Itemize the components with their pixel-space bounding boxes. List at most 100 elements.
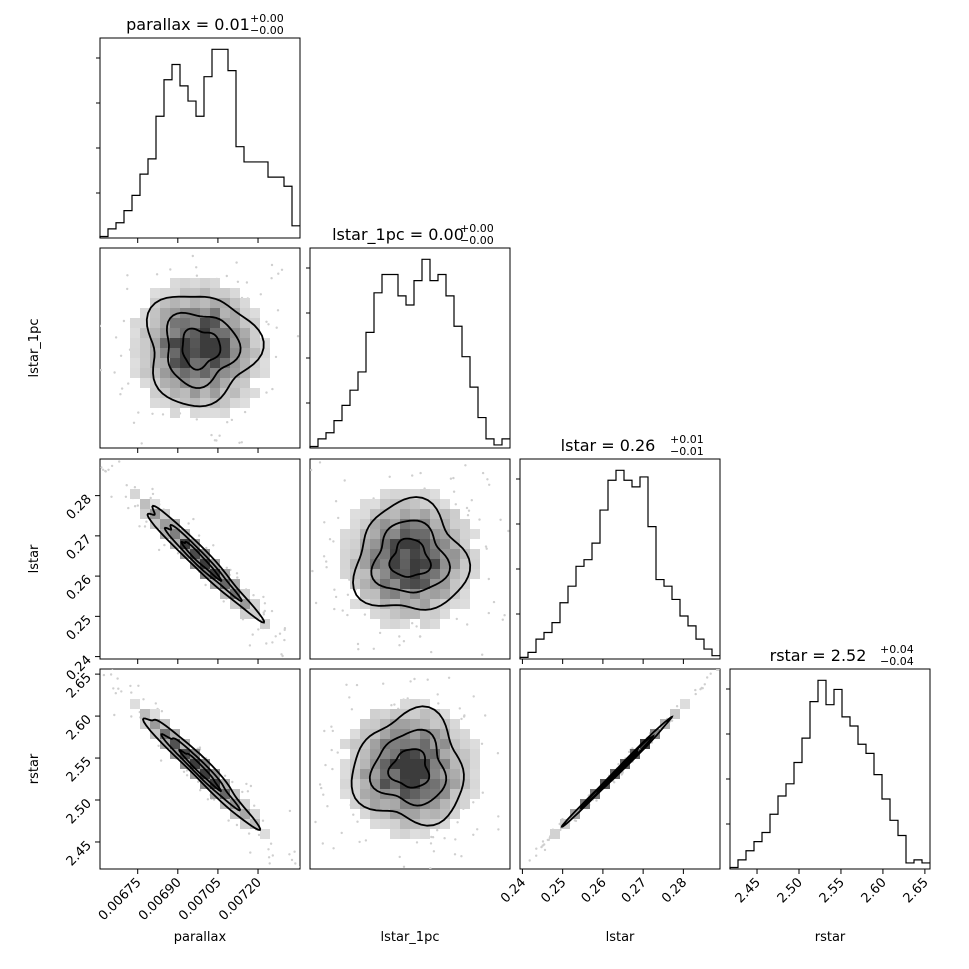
sample-point bbox=[743, 648, 745, 650]
density-cell bbox=[360, 549, 370, 559]
sample-point bbox=[96, 468, 98, 470]
panel-frame bbox=[309, 247, 511, 449]
density-cell bbox=[420, 829, 430, 839]
sample-point bbox=[140, 442, 143, 445]
sample-point bbox=[468, 662, 470, 664]
sample-point bbox=[699, 688, 702, 691]
sample-point bbox=[377, 650, 379, 652]
sample-point bbox=[62, 424, 64, 426]
density-cell bbox=[230, 378, 240, 388]
density-cell bbox=[210, 298, 220, 308]
density-cell bbox=[360, 719, 370, 729]
density-cell bbox=[450, 719, 460, 729]
density-cell bbox=[400, 559, 410, 569]
sample-point bbox=[573, 819, 576, 822]
sample-point bbox=[197, 534, 201, 537]
density-cell bbox=[420, 739, 430, 749]
contour-level bbox=[160, 733, 242, 812]
density-cell bbox=[420, 789, 430, 799]
density-cell bbox=[170, 318, 180, 328]
sample-point bbox=[304, 861, 306, 863]
sample-point bbox=[455, 617, 458, 621]
sample-point bbox=[213, 439, 217, 442]
density-cell bbox=[210, 358, 220, 368]
panel-rstar-vs-rstar: 2.45 2.50 2.55 2.60 2.65 bbox=[726, 668, 932, 906]
density-cell bbox=[390, 789, 400, 799]
density-cell bbox=[350, 519, 360, 529]
density-cell bbox=[460, 519, 470, 529]
density-cell bbox=[170, 308, 180, 318]
x-axis-label-parallax: parallax bbox=[174, 930, 227, 945]
density-cell bbox=[340, 779, 350, 789]
sample-point bbox=[393, 703, 396, 706]
density-cell bbox=[180, 348, 190, 358]
density-cell bbox=[460, 549, 470, 559]
density-cell bbox=[130, 358, 140, 368]
density-cell bbox=[410, 549, 420, 559]
density-cell bbox=[360, 509, 370, 519]
density-cell bbox=[370, 769, 380, 779]
density-cell bbox=[230, 368, 240, 378]
sample-point bbox=[411, 474, 414, 477]
density-cell bbox=[370, 519, 380, 529]
density-cell bbox=[400, 579, 410, 589]
density-cell bbox=[230, 288, 240, 298]
x-tick-label: 2.65 bbox=[901, 875, 932, 906]
sample-point bbox=[110, 495, 113, 498]
sample-point bbox=[376, 884, 378, 886]
density-cell bbox=[450, 579, 460, 589]
density-cell bbox=[550, 829, 560, 839]
density-cell bbox=[570, 809, 580, 819]
density-cell bbox=[460, 799, 470, 809]
density-cell bbox=[150, 308, 160, 318]
density-cell bbox=[440, 579, 450, 589]
sample-point bbox=[378, 631, 382, 635]
sample-point bbox=[120, 387, 124, 390]
sample-point bbox=[280, 268, 284, 271]
density-cell bbox=[370, 589, 380, 599]
sample-point bbox=[507, 529, 510, 533]
sample-point bbox=[487, 611, 490, 615]
density-cell bbox=[180, 759, 190, 769]
density-cell bbox=[470, 569, 480, 579]
density-cell bbox=[430, 549, 440, 559]
density-cell bbox=[410, 749, 420, 759]
sample-point bbox=[157, 548, 161, 552]
density-cell bbox=[200, 278, 210, 288]
sample-point bbox=[197, 780, 200, 783]
density-cell bbox=[200, 338, 210, 348]
density-cell bbox=[410, 829, 420, 839]
density-cell bbox=[180, 368, 190, 378]
sample-point bbox=[364, 839, 368, 842]
density-cell bbox=[190, 549, 200, 559]
density-cell bbox=[450, 759, 460, 769]
density-cell bbox=[170, 358, 180, 368]
density-cell bbox=[360, 759, 370, 769]
sample-point bbox=[499, 518, 502, 521]
density-cell bbox=[210, 388, 220, 398]
sample-point bbox=[320, 886, 322, 888]
density-cell bbox=[230, 789, 240, 799]
density-cell bbox=[410, 699, 420, 709]
sample-point bbox=[283, 638, 286, 642]
sample-point bbox=[280, 653, 283, 656]
density-cell bbox=[360, 789, 370, 799]
sample-point bbox=[467, 509, 471, 512]
sample-point bbox=[112, 687, 115, 690]
sample-point bbox=[429, 867, 432, 869]
title-plus: +0.04 bbox=[880, 643, 914, 656]
sample-point bbox=[430, 835, 433, 839]
density-cell bbox=[360, 539, 370, 549]
density-cell bbox=[410, 589, 420, 599]
sample-point bbox=[111, 669, 114, 670]
density-cell bbox=[450, 729, 460, 739]
density-cell bbox=[410, 559, 420, 569]
sample-point bbox=[296, 572, 298, 574]
sample-point bbox=[225, 274, 228, 278]
density-cell bbox=[420, 579, 430, 589]
sample-point bbox=[218, 434, 221, 437]
density-cell bbox=[150, 328, 160, 338]
sample-point bbox=[60, 620, 62, 622]
density-cell bbox=[160, 719, 170, 729]
density-cell bbox=[470, 529, 480, 539]
